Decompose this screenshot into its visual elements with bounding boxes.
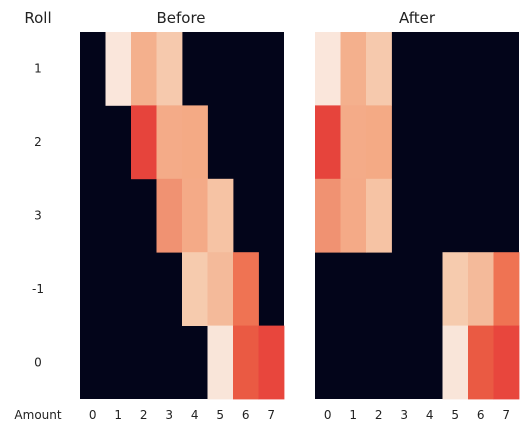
- heatmap-cell: [340, 32, 367, 106]
- column-tick-label: 1: [114, 408, 122, 422]
- heatmap-cell: [340, 178, 367, 253]
- heatmap-cell: [468, 252, 494, 326]
- column-tick-label: 5: [451, 408, 459, 422]
- column-tick-label: 7: [502, 408, 510, 422]
- before-title: Before: [156, 9, 205, 27]
- heatmap-cell: [131, 32, 157, 106]
- column-tick-label: 6: [477, 408, 485, 422]
- heatmap-cell: [207, 325, 234, 400]
- row-tick-label: 1: [34, 62, 42, 76]
- heatmap-cell: [258, 325, 285, 400]
- heatmap-cell: [156, 32, 183, 106]
- heatmap-cell: [182, 105, 208, 180]
- column-tick-label: 4: [191, 408, 199, 422]
- row-tick-label: 2: [34, 135, 42, 149]
- row-tick-label: -1: [32, 282, 44, 296]
- column-tick-label: 6: [242, 408, 250, 422]
- column-tick-label: 0: [324, 408, 332, 422]
- heatmap-cell: [156, 105, 183, 180]
- heatmap-cell: [182, 252, 208, 326]
- heatmap-cell: [131, 105, 157, 180]
- column-tick-label: 2: [140, 408, 148, 422]
- heatmap-cell: [366, 178, 392, 253]
- column-tick-label: 7: [267, 408, 275, 422]
- column-tick-label: 3: [165, 408, 173, 422]
- before-heatmap: Before 1 2 3 -1 0 0 1 2 3 4 5 6 7: [32, 9, 285, 422]
- heatmap-cell: [156, 178, 183, 253]
- row-header: Roll: [24, 9, 51, 27]
- heatmap-cell: [315, 178, 341, 253]
- column-tick-label: 3: [400, 408, 408, 422]
- column-header: Amount: [14, 408, 61, 422]
- heatmap-cell: [207, 252, 234, 326]
- column-tick-label: 5: [216, 408, 224, 422]
- column-tick-label: 0: [89, 408, 97, 422]
- heatmap-cell: [233, 325, 259, 400]
- heatmap-cell: [105, 32, 132, 106]
- heatmap-cell: [207, 178, 234, 253]
- column-tick-label: 1: [349, 408, 357, 422]
- heatmap-cell: [493, 252, 520, 326]
- heatmap-cell: [182, 178, 208, 253]
- heatmap-cell: [442, 252, 469, 326]
- row-tick-label: 0: [34, 355, 42, 369]
- after-title: After: [399, 9, 436, 27]
- heatmap-cell: [233, 252, 259, 326]
- column-tick-label: 4: [426, 408, 434, 422]
- heatmap-cell: [468, 325, 494, 400]
- after-heatmap: After 0 1 2 3 4 5 6 7: [315, 9, 520, 422]
- heatmap-cell: [315, 32, 341, 106]
- heatmap-cell: [366, 105, 392, 180]
- heatmap-cell: [340, 105, 367, 180]
- heatmap-cell: [493, 325, 520, 400]
- heatmap-cell: [315, 105, 341, 180]
- heatmap-cell: [366, 32, 392, 106]
- column-tick-label: 2: [375, 408, 383, 422]
- row-tick-label: 3: [34, 209, 42, 223]
- heatmap-cell: [442, 325, 469, 400]
